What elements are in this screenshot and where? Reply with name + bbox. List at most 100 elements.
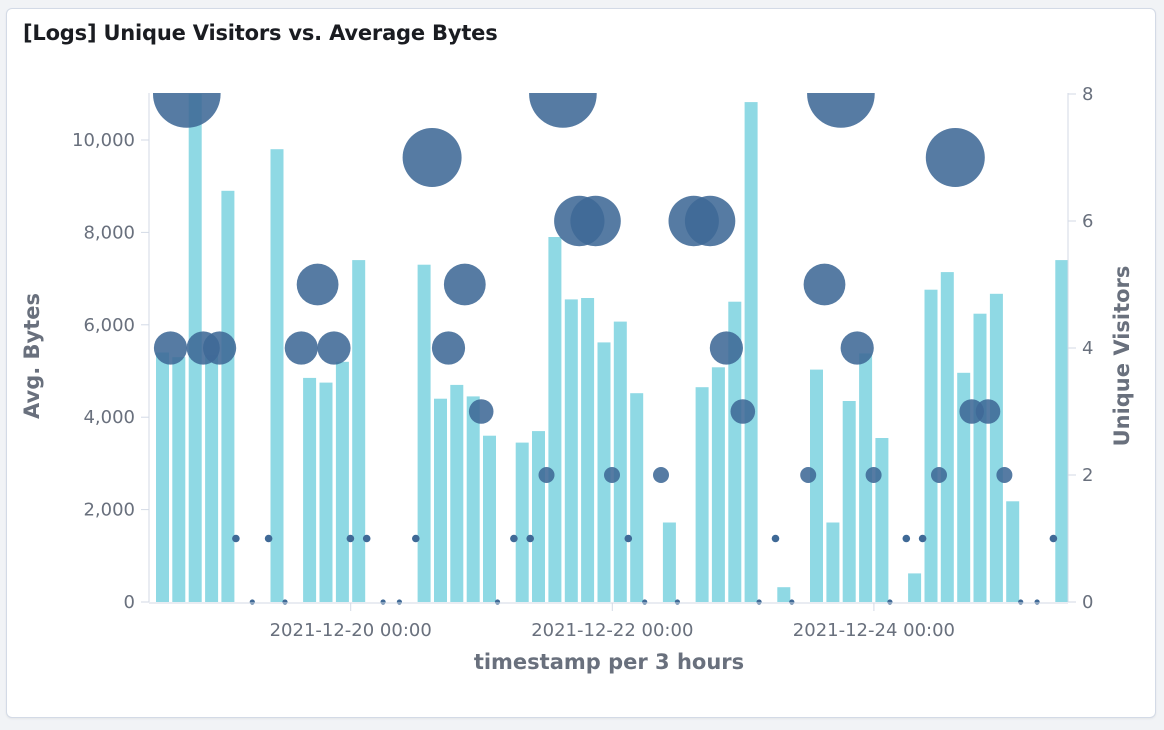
unique-visitors-point[interactable] <box>264 534 273 543</box>
unique-visitors-point[interactable] <box>526 534 534 543</box>
y-axis-left-title: Avg. Bytes <box>20 293 44 419</box>
unique-visitors-point[interactable] <box>494 599 501 605</box>
avg-bytes-bar[interactable] <box>270 149 284 602</box>
unique-visitors-point[interactable] <box>1049 534 1058 543</box>
avg-bytes-bar[interactable] <box>303 377 317 602</box>
unique-visitors-point[interactable] <box>789 599 795 605</box>
unique-visitors-point[interactable] <box>709 331 744 365</box>
unique-visitors-point[interactable] <box>642 599 648 605</box>
unique-visitors-point[interactable] <box>362 534 371 543</box>
unique-visitors-point[interactable] <box>730 399 756 424</box>
avg-bytes-bar[interactable] <box>924 289 938 602</box>
avg-bytes-bar[interactable] <box>564 299 578 602</box>
unique-visitors-point[interactable] <box>1034 599 1040 605</box>
avg-bytes-bar[interactable] <box>662 522 676 603</box>
avg-bytes-bar[interactable] <box>826 522 840 603</box>
unique-visitors-point[interactable] <box>412 534 420 543</box>
avg-bytes-bar[interactable] <box>842 401 856 602</box>
avg-bytes-bar[interactable] <box>744 102 758 602</box>
unique-visitors-point[interactable] <box>865 467 882 483</box>
avg-bytes-bar[interactable] <box>613 321 627 602</box>
avg-bytes-bar[interactable] <box>1006 501 1020 602</box>
unique-visitors-point[interactable] <box>529 60 597 128</box>
unique-visitors-point[interactable] <box>510 534 518 543</box>
avg-bytes-bar[interactable] <box>352 260 366 602</box>
unique-visitors-point[interactable] <box>443 263 486 306</box>
unique-visitors-point[interactable] <box>296 263 339 306</box>
avg-bytes-bar[interactable] <box>597 342 611 602</box>
y-right-tick-label: 0 <box>1082 592 1093 613</box>
unique-visitors-point[interactable] <box>317 331 351 365</box>
avg-bytes-bar[interactable] <box>221 190 235 603</box>
avg-bytes-bar[interactable] <box>695 387 709 602</box>
unique-visitors-point[interactable] <box>925 128 985 187</box>
avg-bytes-bar[interactable] <box>335 361 349 602</box>
unique-visitors-point[interactable] <box>975 399 1001 424</box>
unique-visitors-point[interactable] <box>282 599 288 605</box>
avg-bytes-bar[interactable] <box>711 367 725 602</box>
avg-bytes-bar[interactable] <box>940 272 954 602</box>
bars-layer <box>156 93 1069 603</box>
avg-bytes-bar[interactable] <box>548 237 562 602</box>
avg-bytes-bar[interactable] <box>810 369 823 602</box>
unique-visitors-point[interactable] <box>803 263 846 306</box>
y-right-tick-label: 8 <box>1082 84 1093 105</box>
unique-visitors-point[interactable] <box>232 534 240 543</box>
unique-visitors-point[interactable] <box>249 599 255 605</box>
avg-bytes-bar[interactable] <box>434 398 447 602</box>
bar-bubble-chart[interactable]: 0 2,000 4,000 6,000 8,000 10,000 0 2 4 6 8 2021-12-… <box>7 9 1157 719</box>
unique-visitors-point[interactable] <box>684 195 736 247</box>
avg-bytes-bar[interactable] <box>515 442 529 602</box>
unique-visitors-point[interactable] <box>807 60 875 128</box>
unique-visitors-point[interactable] <box>674 599 681 605</box>
avg-bytes-bar[interactable] <box>859 353 873 602</box>
avg-bytes-bar[interactable] <box>319 382 333 602</box>
unique-visitors-point[interactable] <box>538 467 555 483</box>
unique-visitors-point[interactable] <box>800 467 817 483</box>
avg-bytes-bar[interactable] <box>908 573 922 602</box>
y-left-tick-label: 0 <box>124 592 135 613</box>
unique-visitors-point[interactable] <box>396 599 402 605</box>
unique-visitors-point[interactable] <box>203 331 237 365</box>
unique-visitors-point[interactable] <box>918 534 927 543</box>
unique-visitors-point[interactable] <box>153 60 221 128</box>
unique-visitors-point[interactable] <box>380 599 386 605</box>
unique-visitors-point[interactable] <box>346 534 355 543</box>
y-right-tick-label: 2 <box>1082 465 1093 486</box>
avg-bytes-bar[interactable] <box>1055 260 1069 602</box>
y-left-tick-label: 6,000 <box>83 315 135 336</box>
avg-bytes-bar[interactable] <box>957 372 971 602</box>
unique-visitors-point[interactable] <box>431 331 466 365</box>
avg-bytes-bar[interactable] <box>989 293 1003 602</box>
avg-bytes-bar[interactable] <box>728 301 742 602</box>
unique-visitors-point[interactable] <box>604 467 620 483</box>
unique-visitors-point[interactable] <box>284 331 318 365</box>
avg-bytes-bar[interactable] <box>777 587 791 602</box>
avg-bytes-bar[interactable] <box>172 357 186 602</box>
unique-visitors-point[interactable] <box>570 195 621 247</box>
unique-visitors-point[interactable] <box>840 331 874 365</box>
avg-bytes-bar[interactable] <box>581 298 595 602</box>
unique-visitors-point[interactable] <box>756 599 762 605</box>
unique-visitors-point[interactable] <box>931 467 947 483</box>
avg-bytes-bar[interactable] <box>875 438 889 602</box>
unique-visitors-point[interactable] <box>887 599 893 605</box>
unique-visitors-point[interactable] <box>996 467 1013 483</box>
unique-visitors-point[interactable] <box>771 534 780 543</box>
avg-bytes-bar[interactable] <box>156 352 169 603</box>
unique-visitors-point[interactable] <box>468 399 494 424</box>
avg-bytes-bar[interactable] <box>973 313 987 602</box>
avg-bytes-bar[interactable] <box>630 393 644 602</box>
avg-bytes-bar[interactable] <box>483 435 496 602</box>
unique-visitors-point[interactable] <box>624 534 633 543</box>
avg-bytes-bar[interactable] <box>466 396 480 602</box>
avg-bytes-bar[interactable] <box>417 264 431 602</box>
avg-bytes-bar[interactable] <box>532 431 545 602</box>
unique-visitors-point[interactable] <box>1018 599 1024 605</box>
unique-visitors-point[interactable] <box>653 467 669 483</box>
avg-bytes-bar[interactable] <box>205 354 219 602</box>
unique-visitors-point[interactable] <box>902 534 911 543</box>
unique-visitors-point[interactable] <box>153 331 188 365</box>
avg-bytes-bar[interactable] <box>450 384 464 602</box>
unique-visitors-point[interactable] <box>402 128 462 187</box>
